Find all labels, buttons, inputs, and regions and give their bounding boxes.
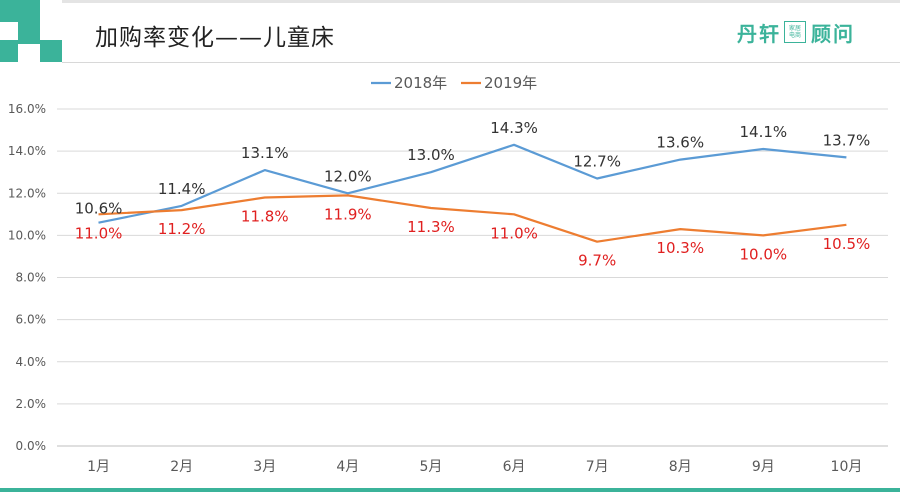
y-tick-label: 4.0%	[16, 355, 47, 369]
corner-decoration	[0, 0, 62, 62]
line-chart: 0.0% 2.0% 4.0% 6.0% 8.0% 10.0% 12.0% 14.0% 16.0%…	[8, 74, 888, 475]
series-line-2018	[98, 143, 847, 224]
data-label: 11.0%	[490, 224, 538, 242]
y-tick-label: 8.0%	[16, 271, 47, 285]
data-label: 11.3%	[407, 218, 455, 236]
x-tick-label: 7月	[586, 459, 609, 475]
data-label: 11.2%	[158, 220, 206, 238]
x-tick-label: 6月	[503, 459, 526, 475]
legend-entry: 2019年	[484, 74, 537, 92]
data-label: 13.1%	[241, 144, 289, 162]
data-label: 14.3%	[490, 119, 538, 137]
data-label: 13.7%	[823, 131, 871, 149]
page-title: 加购率变化——儿童床	[95, 25, 335, 51]
y-tick-label: 0.0%	[16, 439, 47, 453]
bottom-accent-bar	[0, 488, 900, 492]
data-label: 13.0%	[407, 146, 455, 164]
data-label: 10.0%	[740, 245, 788, 263]
logo-left-text: 丹轩	[737, 21, 781, 46]
x-tick-label: 2月	[170, 459, 193, 475]
brand-logo: 丹轩 家居 电商 顾问	[737, 17, 855, 47]
data-label: 12.7%	[573, 153, 621, 171]
data-label: 14.1%	[740, 123, 788, 141]
x-tick-label: 9月	[752, 459, 775, 475]
x-tick-label: 4月	[336, 459, 359, 475]
y-tick-label: 14.0%	[8, 144, 46, 158]
x-tick-label: 5月	[419, 459, 442, 475]
data-label: 11.4%	[158, 180, 206, 198]
y-tick-label: 6.0%	[16, 313, 47, 327]
legend-entry: 2018年	[394, 74, 447, 92]
logo-right-text: 顾问	[811, 21, 855, 46]
top-border	[0, 0, 900, 3]
title-divider	[62, 62, 900, 63]
data-label: 10.6%	[75, 200, 123, 218]
data-label: 11.0%	[75, 224, 123, 242]
x-tick-label: 3月	[253, 459, 276, 475]
data-label: 11.9%	[324, 205, 372, 223]
series-line-2019	[98, 194, 847, 243]
data-label: 10.3%	[656, 239, 704, 257]
data-label: 9.7%	[578, 252, 616, 270]
y-tick-label: 12.0%	[8, 186, 46, 200]
data-label: 13.6%	[656, 134, 704, 152]
y-tick-label: 2.0%	[16, 397, 47, 411]
logo-badge-bottom: 电商	[788, 32, 801, 39]
data-label: 12.0%	[324, 167, 372, 185]
data-label: 10.5%	[823, 235, 871, 253]
y-tick-label: 16.0%	[8, 102, 46, 116]
logo-badge: 家居 电商	[784, 21, 806, 43]
x-tick-label: 8月	[669, 459, 692, 475]
data-label: 11.8%	[241, 207, 289, 225]
y-tick-label: 10.0%	[8, 228, 46, 242]
x-tick-label: 10月	[831, 459, 863, 475]
x-tick-label: 1月	[87, 459, 110, 475]
logo-badge-top: 家居	[788, 25, 801, 32]
